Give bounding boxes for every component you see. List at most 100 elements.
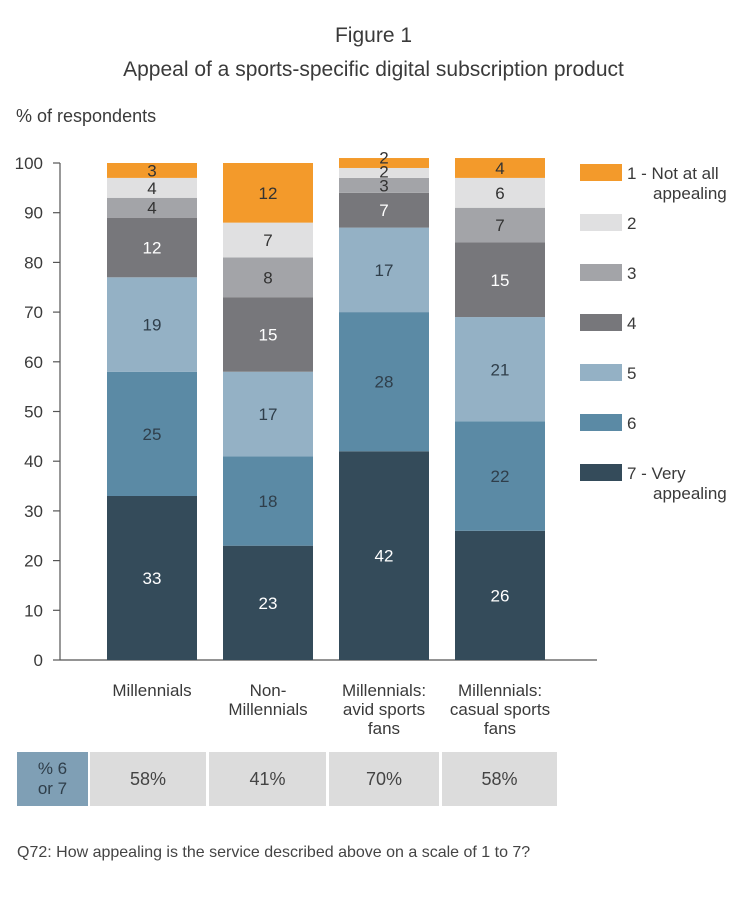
legend-swatch xyxy=(580,314,622,331)
summary-row: % 6 or 7 58% 41% 70% 58% xyxy=(17,752,557,806)
data-label: 42 xyxy=(375,547,394,566)
bar-segment xyxy=(339,312,429,452)
bar-segment xyxy=(339,177,429,193)
data-label: 12 xyxy=(143,238,162,257)
data-label: 15 xyxy=(259,325,278,344)
y-tick-label: 20 xyxy=(24,552,43,571)
y-tick-label: 100 xyxy=(15,154,43,173)
summary-value: 70% xyxy=(329,752,439,806)
bar-segment xyxy=(339,167,429,178)
bar-segment xyxy=(455,421,545,531)
bar-segment xyxy=(455,177,545,208)
x-category-label: Millennials: xyxy=(458,681,542,700)
bar-segment xyxy=(223,545,313,660)
x-category-label: Millennials xyxy=(228,700,307,719)
y-tick-label: 60 xyxy=(24,353,43,372)
y-tick-label: 40 xyxy=(24,452,43,471)
summary-header: % 6 or 7 xyxy=(17,752,88,806)
data-label: 28 xyxy=(375,373,394,392)
data-label: 19 xyxy=(143,316,162,335)
bar-segment xyxy=(107,277,197,372)
data-label: 6 xyxy=(495,184,504,203)
bar-segment xyxy=(107,371,197,496)
data-label: 12 xyxy=(259,184,278,203)
summary-header-line: or 7 xyxy=(37,779,68,798)
data-label: 17 xyxy=(259,405,278,424)
data-label: 2 xyxy=(379,148,388,167)
chart-title: Appeal of a sports-specific digital subs… xyxy=(123,58,624,81)
summary-value: 41% xyxy=(209,752,326,806)
legend-label: 5 xyxy=(627,364,636,383)
bar-segment xyxy=(339,192,429,228)
data-label: 18 xyxy=(259,492,278,511)
summary-value: 58% xyxy=(442,752,557,806)
legend-label: 6 xyxy=(627,414,636,433)
data-label: 4 xyxy=(147,179,156,198)
data-label: 4 xyxy=(495,159,504,178)
bar-segment xyxy=(455,317,545,422)
data-label: 3 xyxy=(379,176,388,195)
data-label: 7 xyxy=(379,201,388,220)
x-category-label: casual sports xyxy=(450,700,550,719)
legend-swatch xyxy=(580,214,622,231)
legend-label: 7 - Very xyxy=(627,464,686,483)
stacked-bar-chart: 0 10 20 30 40 50 60 70 80 90 100 Millennials Non- Mil… xyxy=(15,148,727,738)
legend-swatch xyxy=(580,414,622,431)
x-category-label: Millennials: xyxy=(342,681,426,700)
y-tick-label: 0 xyxy=(34,651,43,670)
bar-segment xyxy=(223,163,313,223)
data-label: 33 xyxy=(143,569,162,588)
bar-segment xyxy=(339,158,429,168)
x-category-label: fans xyxy=(484,719,516,738)
bar-segment xyxy=(339,227,429,313)
data-label: 21 xyxy=(491,360,510,379)
data-label: 7 xyxy=(495,216,504,235)
summary-header-line: % 6 xyxy=(37,759,68,778)
legend-label: 4 xyxy=(627,314,636,333)
bar-segment xyxy=(455,242,545,318)
data-label: 25 xyxy=(143,425,162,444)
y-tick-label: 90 xyxy=(24,204,43,223)
legend-swatch xyxy=(580,464,622,481)
data-label: 7 xyxy=(263,231,272,250)
bar-segment xyxy=(107,197,197,218)
data-label: 22 xyxy=(491,467,510,486)
data-label: 3 xyxy=(147,161,156,180)
data-label: 8 xyxy=(263,268,272,287)
bar-segment xyxy=(107,217,197,278)
bar-segment xyxy=(455,158,545,178)
summary-value: 58% xyxy=(90,752,206,806)
y-tick-label: 80 xyxy=(24,253,43,272)
y-tick-label: 30 xyxy=(24,502,43,521)
unit-label: % of respondents xyxy=(16,106,157,126)
bar-segment xyxy=(223,297,313,372)
legend-label: 1 - Not at all xyxy=(627,164,719,183)
bar-segment xyxy=(223,257,313,298)
bar-segment xyxy=(223,222,313,258)
y-tick-label: 50 xyxy=(24,403,43,422)
data-label: 15 xyxy=(491,271,510,290)
question-footnote: Q72: How appealing is the service descri… xyxy=(17,844,531,861)
x-category-label: Non- xyxy=(250,681,287,700)
bar-segment xyxy=(223,456,313,546)
legend-label: appealing xyxy=(653,184,727,203)
bar-segment xyxy=(455,530,545,660)
data-label: 23 xyxy=(259,594,278,613)
data-label: 2 xyxy=(379,162,388,181)
figure-label: Figure 1 xyxy=(334,24,413,47)
data-label: 17 xyxy=(375,261,394,280)
x-category-label: fans xyxy=(368,719,400,738)
legend-swatch xyxy=(580,164,622,181)
bar-segment xyxy=(455,207,545,243)
y-tick-label: 10 xyxy=(24,601,43,620)
bar-segment xyxy=(107,495,197,660)
legend-label: 3 xyxy=(627,264,636,283)
legend-label: 2 xyxy=(627,214,636,233)
bar-segment xyxy=(107,177,197,198)
bar-segment xyxy=(339,451,429,660)
y-tick-label: 70 xyxy=(24,303,43,322)
legend-swatch xyxy=(580,264,622,281)
x-category-label: avid sports xyxy=(343,700,425,719)
legend-label: appealing xyxy=(653,484,727,503)
bar-segment xyxy=(223,371,313,457)
